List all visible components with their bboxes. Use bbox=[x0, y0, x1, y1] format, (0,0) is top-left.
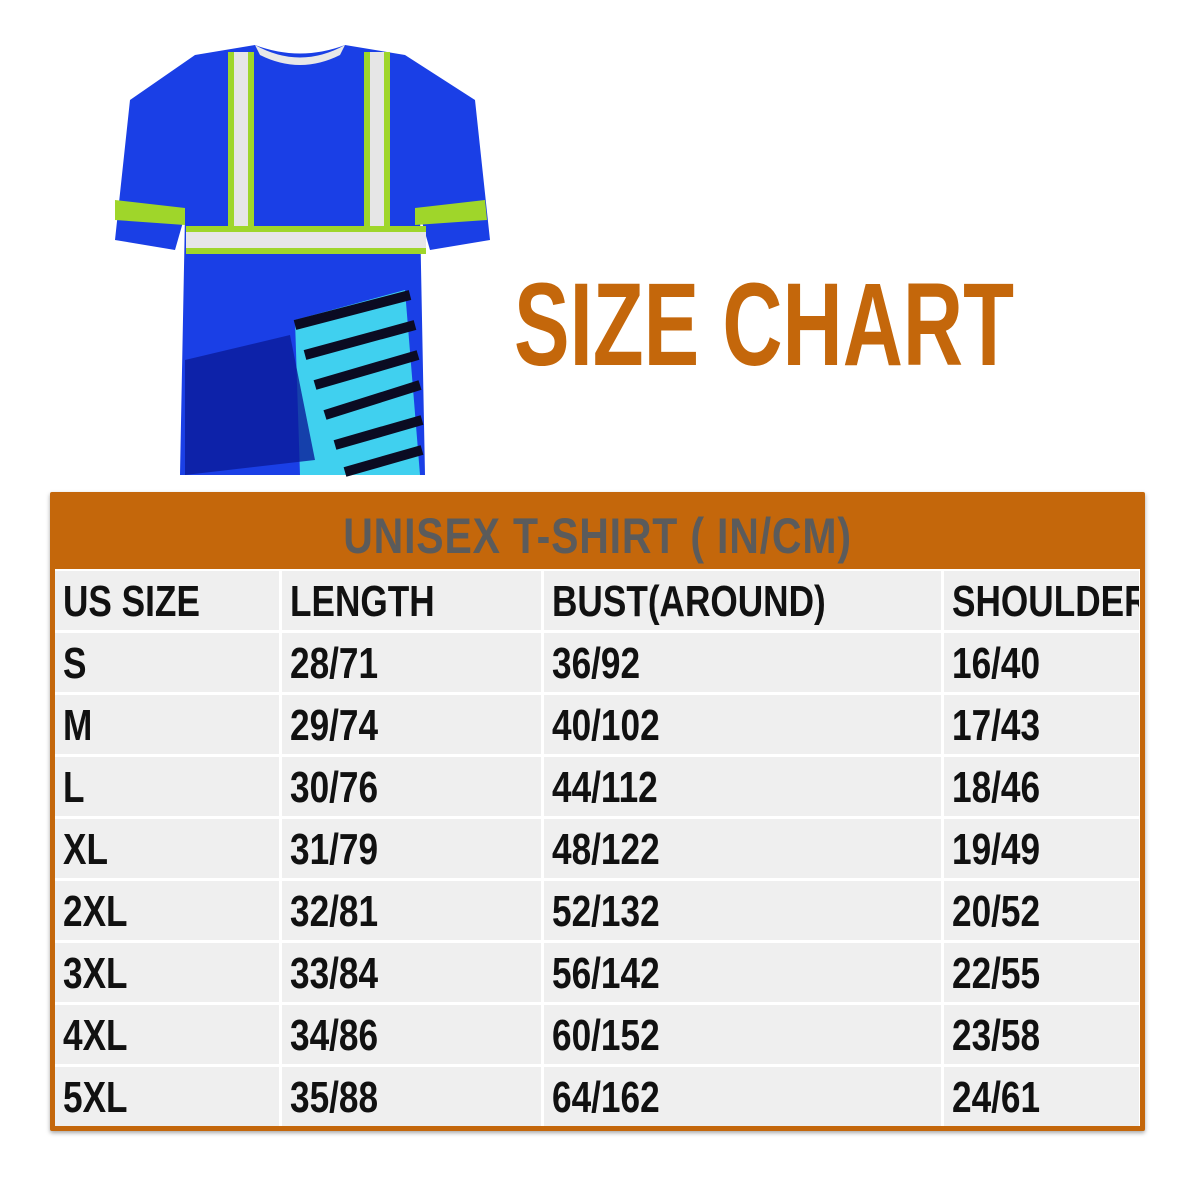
measurement-cell: 23/58 bbox=[944, 1005, 1139, 1064]
column-header: SHOULDER bbox=[952, 577, 1139, 626]
measurement-cell: 31/79 bbox=[282, 819, 541, 878]
measurement: 24/61 bbox=[952, 1073, 1041, 1122]
size-label-cell: S bbox=[55, 633, 279, 692]
measurement: 18/46 bbox=[952, 763, 1041, 812]
size-label-cell: XL bbox=[55, 819, 279, 878]
measurement: 33/84 bbox=[290, 949, 379, 998]
measurement: 20/52 bbox=[952, 887, 1041, 936]
size-label-cell: 5XL bbox=[55, 1067, 279, 1126]
table-caption: UNISEX T-SHIRT ( IN/CM) bbox=[343, 508, 852, 564]
size-label-cell: L bbox=[55, 757, 279, 816]
measurement: 29/74 bbox=[290, 701, 379, 750]
measurement-cell: 44/112 bbox=[544, 757, 941, 816]
measurement: 22/55 bbox=[952, 949, 1041, 998]
column-header-cell: LENGTH bbox=[282, 571, 541, 630]
size-label-cell: 3XL bbox=[55, 943, 279, 1002]
size-label: L bbox=[63, 763, 85, 812]
measurement-cell: 29/74 bbox=[282, 695, 541, 754]
title: SIZE CHART bbox=[514, 265, 1014, 385]
table-grid: US SIZE LENGTH BUST(AROUND) SHOULDER S 28/71 3… bbox=[55, 569, 1140, 1126]
column-header: LENGTH bbox=[290, 577, 435, 626]
t-shirt-image bbox=[115, 45, 490, 477]
measurement: 64/162 bbox=[552, 1073, 660, 1122]
measurement-cell: 19/49 bbox=[944, 819, 1139, 878]
size-label: 4XL bbox=[63, 1011, 128, 1060]
measurement: 17/43 bbox=[952, 701, 1041, 750]
measurement-cell: 18/46 bbox=[944, 757, 1139, 816]
measurement-cell: 28/71 bbox=[282, 633, 541, 692]
measurement-cell: 16/40 bbox=[944, 633, 1139, 692]
size-label-cell: M bbox=[55, 695, 279, 754]
measurement-cell: 56/142 bbox=[544, 943, 941, 1002]
measurement-cell: 30/76 bbox=[282, 757, 541, 816]
measurement: 16/40 bbox=[952, 639, 1041, 688]
measurement-cell: 33/84 bbox=[282, 943, 541, 1002]
measurement: 60/152 bbox=[552, 1011, 660, 1060]
measurement: 36/92 bbox=[552, 639, 641, 688]
size-table: UNISEX T-SHIRT ( IN/CM) US SIZE LENGTH BUS… bbox=[50, 492, 1145, 1131]
column-header-cell: US SIZE bbox=[55, 571, 279, 630]
measurement: 48/122 bbox=[552, 825, 660, 874]
measurement-cell: 60/152 bbox=[544, 1005, 941, 1064]
column-header: BUST(AROUND) bbox=[552, 577, 826, 626]
title-graphic: SIZE CHART bbox=[514, 265, 1014, 385]
measurement: 56/142 bbox=[552, 949, 660, 998]
measurement-cell: 32/81 bbox=[282, 881, 541, 940]
measurement-cell: 35/88 bbox=[282, 1067, 541, 1126]
measurement: 30/76 bbox=[290, 763, 379, 812]
measurement-cell: 36/92 bbox=[544, 633, 941, 692]
measurement-cell: 48/122 bbox=[544, 819, 941, 878]
column-header-cell: BUST(AROUND) bbox=[544, 571, 941, 630]
measurement: 34/86 bbox=[290, 1011, 379, 1060]
measurement: 32/81 bbox=[290, 887, 379, 936]
measurement: 19/49 bbox=[952, 825, 1041, 874]
measurement-cell: 34/86 bbox=[282, 1005, 541, 1064]
size-label: 5XL bbox=[63, 1073, 128, 1122]
size-label: M bbox=[63, 701, 93, 750]
measurement-cell: 17/43 bbox=[944, 695, 1139, 754]
size-label: 2XL bbox=[63, 887, 128, 936]
measurement: 23/58 bbox=[952, 1011, 1041, 1060]
size-label: 3XL bbox=[63, 949, 128, 998]
size-label-cell: 2XL bbox=[55, 881, 279, 940]
measurement-cell: 64/162 bbox=[544, 1067, 941, 1126]
measurement: 31/79 bbox=[290, 825, 379, 874]
size-label-cell: 4XL bbox=[55, 1005, 279, 1064]
measurement-cell: 40/102 bbox=[544, 695, 941, 754]
measurement: 28/71 bbox=[290, 639, 379, 688]
column-header: US SIZE bbox=[63, 577, 200, 626]
size-label: XL bbox=[63, 825, 108, 874]
measurement-cell: 52/132 bbox=[544, 881, 941, 940]
measurement-cell: 24/61 bbox=[944, 1067, 1139, 1126]
column-header-cell: SHOULDER bbox=[944, 571, 1139, 630]
measurement-cell: 20/52 bbox=[944, 881, 1139, 940]
measurement-cell: 22/55 bbox=[944, 943, 1139, 1002]
measurement: 44/112 bbox=[552, 763, 658, 812]
measurement: 35/88 bbox=[290, 1073, 379, 1122]
size-label: S bbox=[63, 639, 87, 688]
measurement: 40/102 bbox=[552, 701, 660, 750]
measurement: 52/132 bbox=[552, 887, 660, 936]
